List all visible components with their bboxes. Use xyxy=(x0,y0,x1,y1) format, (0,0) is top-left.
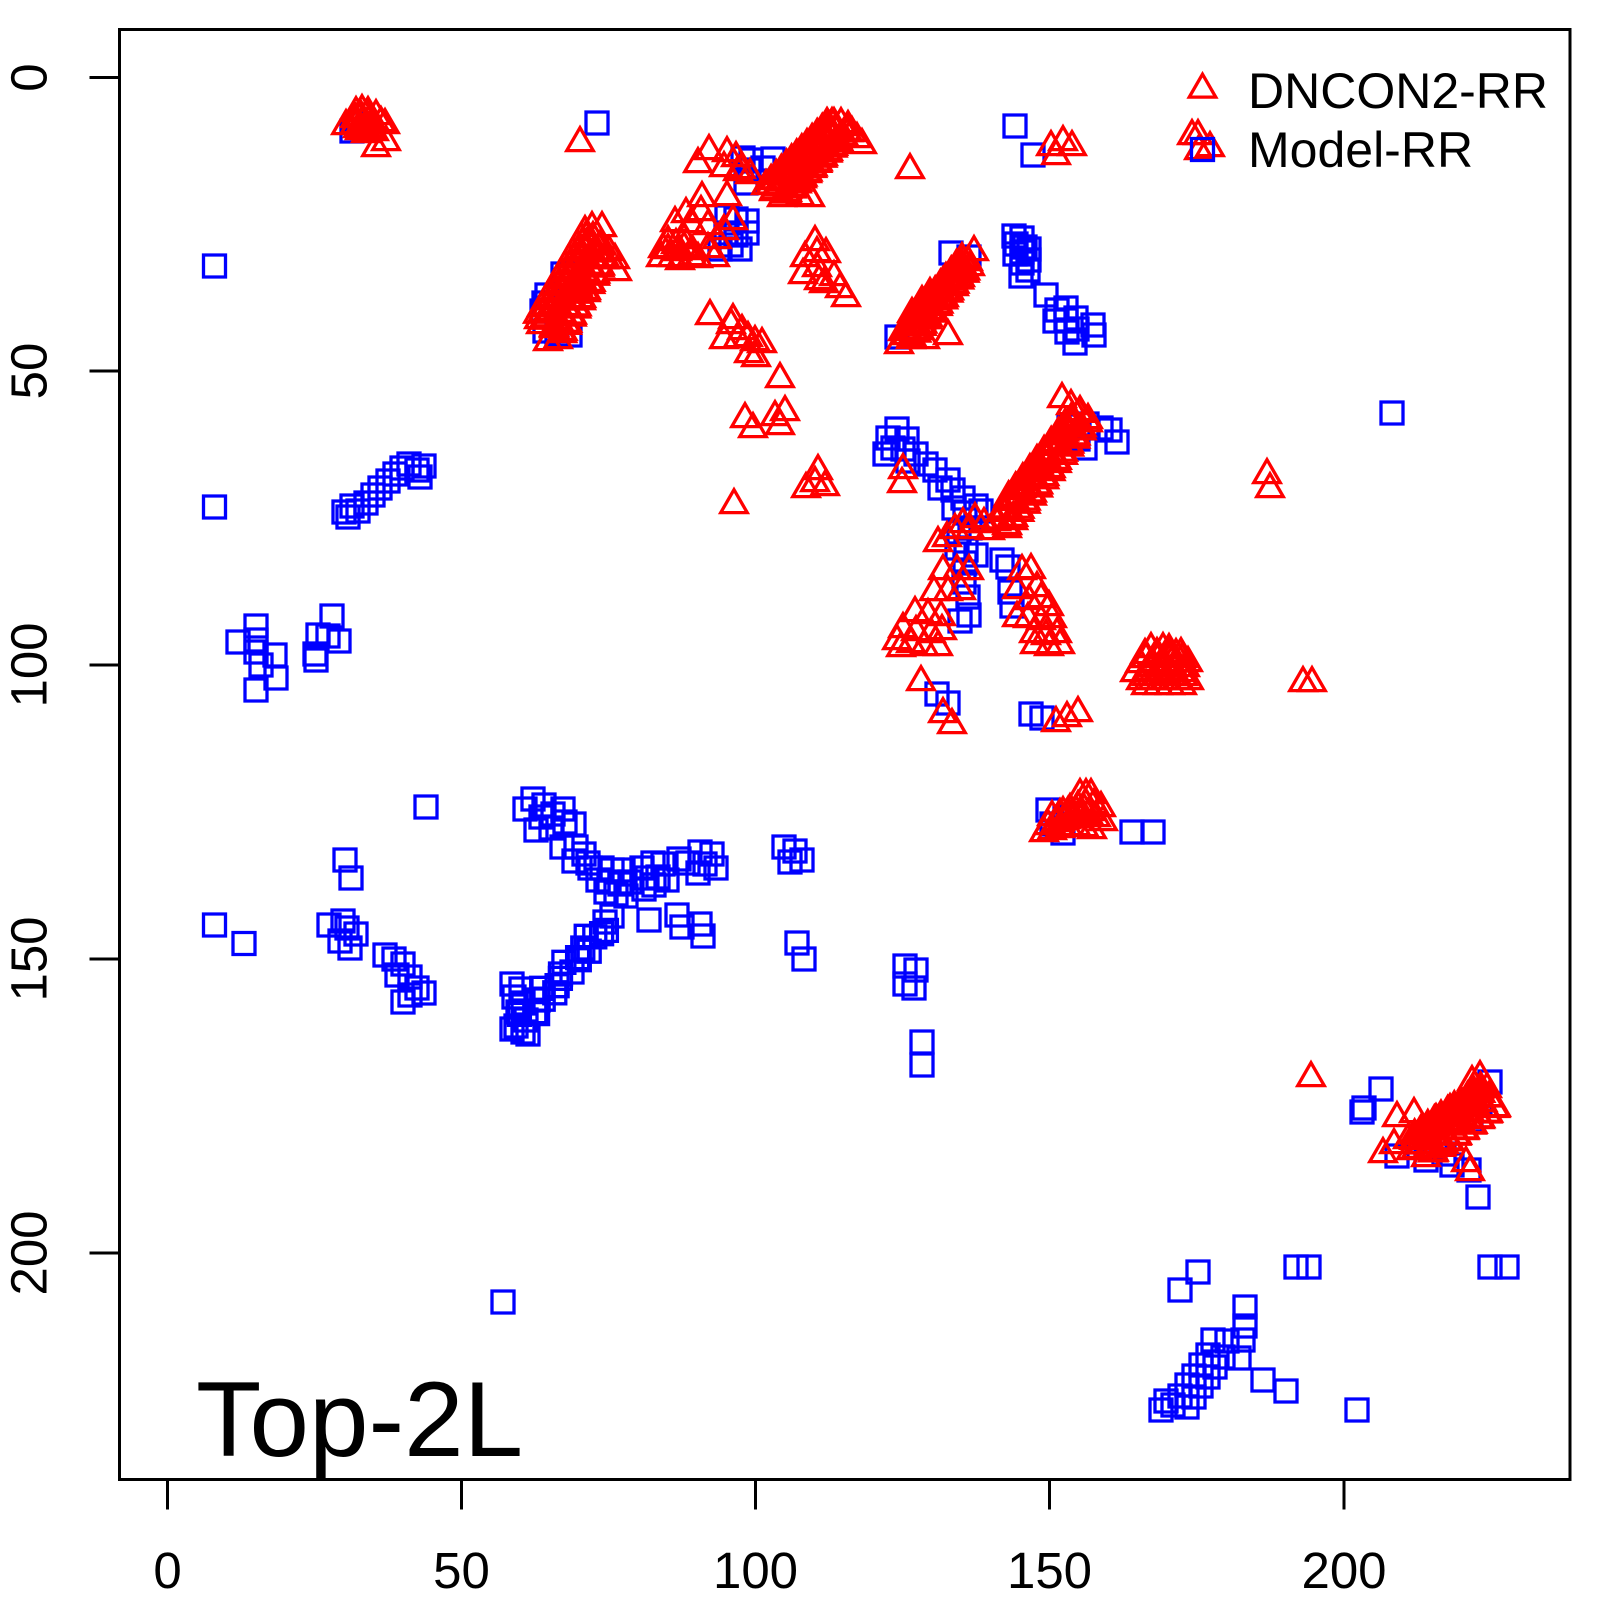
svg-text:Top-2L: Top-2L xyxy=(196,1359,523,1479)
svg-text:150: 150 xyxy=(1007,1542,1092,1599)
svg-text:0: 0 xyxy=(1,63,58,91)
svg-text:200: 200 xyxy=(1301,1542,1386,1599)
svg-text:200: 200 xyxy=(1,1210,58,1295)
svg-text:100: 100 xyxy=(1,622,58,707)
svg-text:0: 0 xyxy=(153,1542,181,1599)
svg-text:50: 50 xyxy=(433,1542,490,1599)
svg-text:Model-RR: Model-RR xyxy=(1248,122,1473,178)
svg-text:150: 150 xyxy=(1,916,58,1001)
svg-text:100: 100 xyxy=(713,1542,798,1599)
svg-text:DNCON2-RR: DNCON2-RR xyxy=(1248,63,1548,119)
svg-text:50: 50 xyxy=(1,343,58,400)
